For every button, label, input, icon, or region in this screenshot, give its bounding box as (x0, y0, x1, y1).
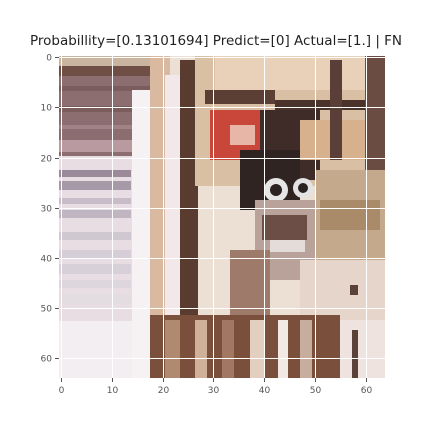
x-tick-label: 0 (59, 386, 65, 396)
x-tick-label: 50 (310, 386, 322, 396)
y-tick-label: 30 (41, 205, 53, 215)
y-tick-label: 50 (41, 305, 53, 315)
figure-title: Probabillity=[0.13101694] Predict=[0] Ac… (29, 33, 403, 49)
x-tick-labels: 0 10 20 30 40 50 60 (59, 386, 373, 396)
x-tick-marks (61, 378, 367, 382)
x-tick-label: 40 (259, 386, 271, 396)
y-tick-label: 40 (41, 255, 53, 265)
x-tick-label: 60 (361, 386, 373, 396)
y-tick-label: 0 (46, 54, 52, 64)
y-tick-label: 60 (41, 355, 53, 365)
x-tick-label: 20 (158, 386, 170, 396)
image-patch (59, 56, 385, 378)
y-tick-label: 10 (41, 104, 53, 114)
x-tick-label: 10 (107, 386, 119, 396)
y-tick-labels: 0 10 20 30 40 50 60 (41, 54, 53, 365)
x-tick-label: 30 (208, 386, 220, 396)
y-tick-marks (55, 57, 59, 359)
y-tick-label: 20 (41, 155, 53, 165)
grid (59, 56, 385, 378)
